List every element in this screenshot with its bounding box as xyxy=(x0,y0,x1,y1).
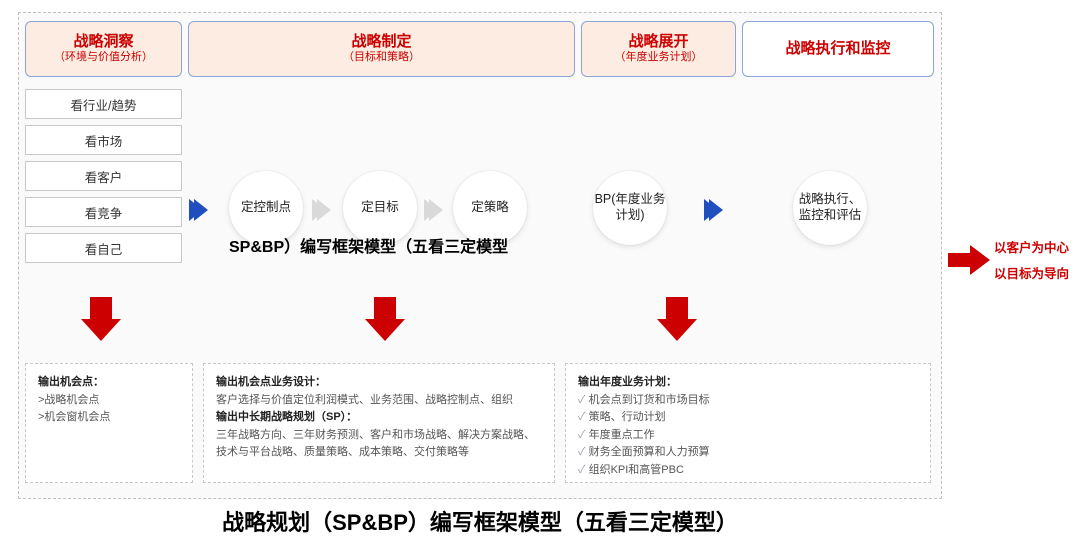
diagram-frame: 战略洞察（环境与价值分析）战略制定（目标和策略）战略展开（年度业务计划）战略执行… xyxy=(18,12,942,499)
header-0: 战略洞察（环境与价值分析） xyxy=(25,21,182,77)
output-box-2: 输出年度业务计划：机会点到订货和市场目标策略、行动计划年度重点工作财务全面预算和… xyxy=(565,363,931,483)
header-title: 战略洞察 xyxy=(73,33,133,51)
output-title: 输出机会点： xyxy=(38,374,180,392)
side-label-2: 以目标为导向 xyxy=(994,266,1080,282)
output-line: 三年战略方向、三年财务预测、客户和市场战略、解决方案战略、技术与平台战略、质量策… xyxy=(216,427,542,462)
sidebar-item-1: 看市场 xyxy=(25,125,182,155)
output-line: 客户选择与价值定位利润模式、业务范围、战略控制点、组织 xyxy=(216,392,542,410)
circle-node-4: 战略执行、监控和评估 xyxy=(793,171,867,245)
chevron-icon-2 xyxy=(429,199,443,221)
right-arrow-icon xyxy=(948,245,992,275)
mid-caption: SP&BP）编写框架模型（五看三定模型 xyxy=(229,233,508,257)
output-line: 组织KPI和高管PBC xyxy=(578,462,918,480)
output-lines: 客户选择与价值定位利润模式、业务范围、战略控制点、组织 xyxy=(216,392,542,410)
header-3: 战略执行和监控 xyxy=(742,21,934,77)
circle-node-3: BP(年度业务计划) xyxy=(593,171,667,245)
header-1: 战略制定（目标和策略） xyxy=(188,21,575,77)
sidebar-item-3: 看竞争 xyxy=(25,197,182,227)
output-title: 输出年度业务计划： xyxy=(578,374,918,392)
output-line: 财务全面预算和人力预算 xyxy=(578,444,918,462)
output-lines: >战略机会点>机会窗机会点 xyxy=(38,392,180,427)
chevron-icon-0 xyxy=(194,199,208,221)
side-label-1: 以客户为中心 xyxy=(994,240,1080,256)
output-line: 机会点到订货和市场目标 xyxy=(578,392,918,410)
down-arrow-icon-0 xyxy=(81,297,121,341)
sidebar-item-4: 看自己 xyxy=(25,233,182,263)
bottom-title: 战略规划（SP&BP）编写框架模型（五看三定模型） xyxy=(0,505,960,537)
output-box-0: 输出机会点：>战略机会点>机会窗机会点 xyxy=(25,363,193,483)
chevron-icon-1 xyxy=(317,199,331,221)
output-lines: 三年战略方向、三年财务预测、客户和市场战略、解决方案战略、技术与平台战略、质量策… xyxy=(216,427,542,462)
header-title: 战略展开 xyxy=(628,33,688,51)
sidebar-item-0: 看行业/趋势 xyxy=(25,89,182,119)
output-line: >机会窗机会点 xyxy=(38,409,180,427)
output-lines: 机会点到订货和市场目标策略、行动计划年度重点工作财务全面预算和人力预算组织KPI… xyxy=(578,392,918,480)
output-title: 输出机会点业务设计： xyxy=(216,374,542,392)
header-subtitle: （年度业务计划） xyxy=(615,51,703,64)
output-line: 年度重点工作 xyxy=(578,427,918,445)
down-arrow-icon-2 xyxy=(657,297,697,341)
output-box-1: 输出机会点业务设计：客户选择与价值定位利润模式、业务范围、战略控制点、组织输出中… xyxy=(203,363,555,483)
sidebar-item-2: 看客户 xyxy=(25,161,182,191)
sidebar-list: 看行业/趋势看市场看客户看竞争看自己 xyxy=(25,89,182,263)
header-subtitle: （目标和策略） xyxy=(343,51,420,64)
header-title: 战略执行和监控 xyxy=(785,40,890,58)
output-line: 策略、行动计划 xyxy=(578,409,918,427)
chevron-icon-3 xyxy=(709,199,723,221)
output-title: 输出中长期战略规划（SP）： xyxy=(216,409,542,427)
down-arrow-icon-1 xyxy=(365,297,405,341)
header-title: 战略制定 xyxy=(351,33,411,51)
output-line: >战略机会点 xyxy=(38,392,180,410)
header-subtitle: （环境与价值分析） xyxy=(54,51,153,64)
header-row: 战略洞察（环境与价值分析）战略制定（目标和策略）战略展开（年度业务计划）战略执行… xyxy=(25,21,935,77)
header-2: 战略展开（年度业务计划） xyxy=(581,21,736,77)
